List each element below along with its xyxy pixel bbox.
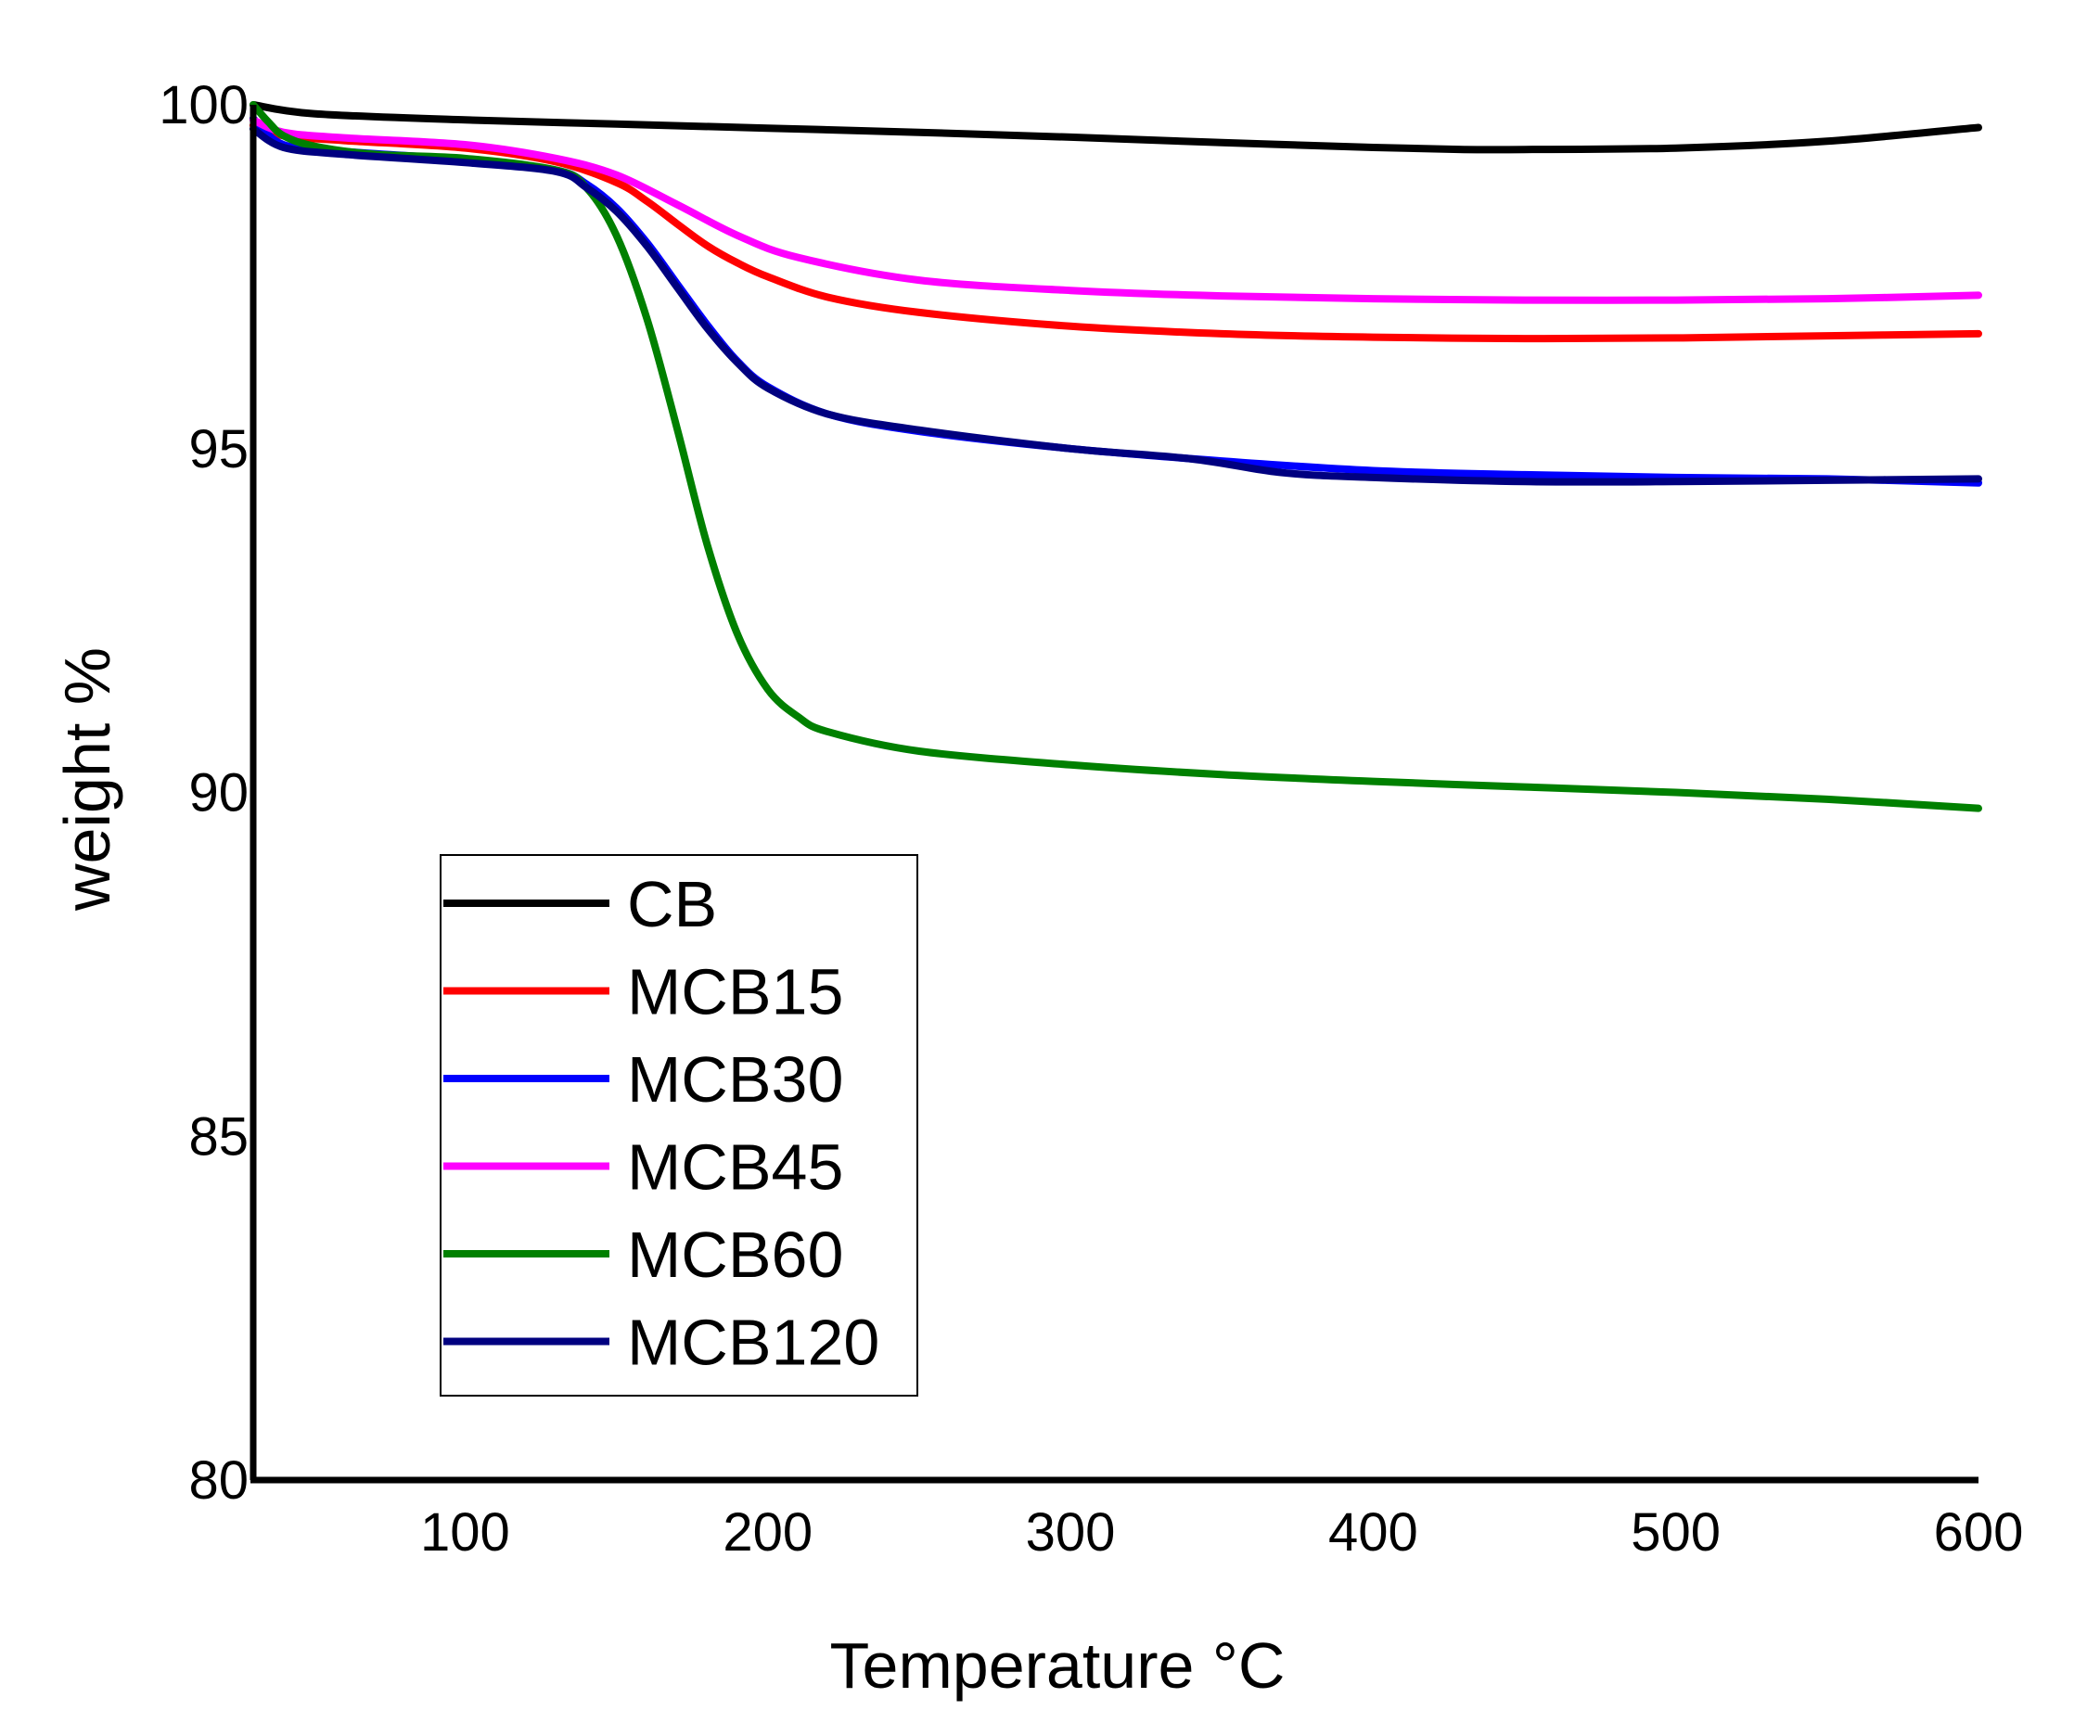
y-tick-label: 80 xyxy=(188,1450,249,1511)
y-tick-label: 85 xyxy=(188,1106,249,1167)
legend-box xyxy=(440,854,918,1397)
legend-label-mcb30: MCB30 xyxy=(627,1043,843,1116)
x-tick-label: 600 xyxy=(1934,1502,2024,1563)
x-tick-label: 200 xyxy=(723,1502,813,1563)
x-axis-title: Temperature °C xyxy=(830,1629,1286,1702)
x-tick-label: 100 xyxy=(420,1502,510,1563)
legend-label-mcb120: MCB120 xyxy=(627,1307,879,1379)
x-tick-label: 500 xyxy=(1631,1502,1721,1563)
axes-group xyxy=(250,105,1978,1484)
series-line-mcb45 xyxy=(250,116,1982,304)
y-tick-label: 95 xyxy=(188,419,249,479)
series-line-cb xyxy=(250,101,1982,154)
plot-series-group xyxy=(250,101,1982,812)
x-tick-label: 400 xyxy=(1328,1502,1418,1563)
legend-label-cb: CB xyxy=(627,868,717,940)
series-line-mcb120 xyxy=(250,125,1982,486)
y-tick-label: 90 xyxy=(188,763,249,823)
legend-items: CB MCB15 MCB30 MCB45 MCB60 MCB120 xyxy=(443,868,879,1379)
y-axis-title: weight % xyxy=(51,647,123,912)
x-tick-labels: 100 200 300 400 500 600 xyxy=(420,1502,2023,1563)
legend-label-mcb60: MCB60 xyxy=(627,1219,843,1291)
y-tick-labels: 80 85 90 95 100 xyxy=(159,75,249,1511)
x-tick-label: 300 xyxy=(1026,1502,1116,1563)
y-tick-label: 100 xyxy=(159,75,249,135)
legend-label-mcb15: MCB15 xyxy=(627,956,843,1028)
legend: CB MCB15 MCB30 MCB45 MCB60 MCB120 xyxy=(440,854,918,1397)
legend-label-mcb45: MCB45 xyxy=(627,1131,843,1204)
